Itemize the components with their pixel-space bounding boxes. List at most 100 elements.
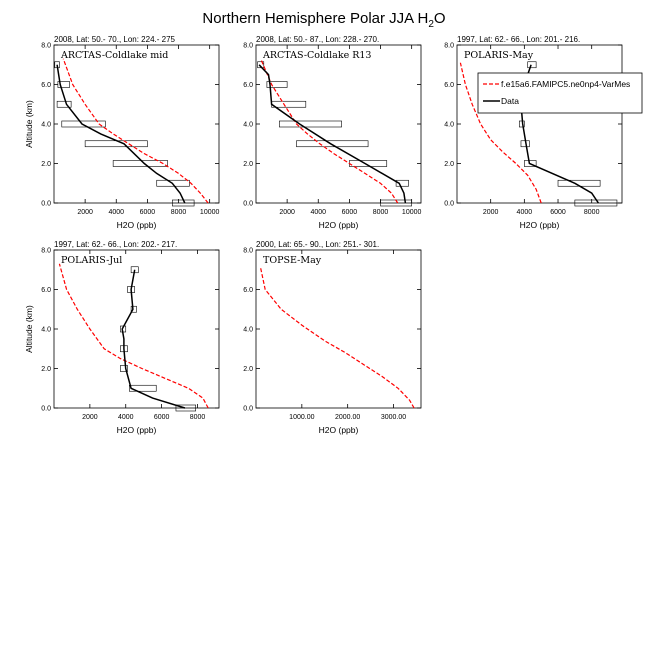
y-tick-label: 2.0	[41, 366, 51, 373]
panel-3: 1997, Lat: 62.- 66., Lon: 201.- 216. POLA…	[444, 35, 623, 230]
obs-range-box	[57, 81, 70, 88]
x-tick-label: 6000	[550, 209, 566, 216]
x-tick-label: 4000	[108, 209, 124, 216]
obs-range-box	[271, 100, 307, 108]
figure-title: Northern Hemisphere Polar JJA H2O	[202, 10, 445, 30]
obs-range-box	[56, 100, 72, 108]
x-axis-label: H2O (ppb)	[319, 220, 359, 230]
y-tick-label: 2.0	[243, 161, 253, 168]
obs-profile-line	[121, 269, 186, 409]
x-tick-label: 4000	[310, 209, 326, 216]
x-tick-label: 3000.00	[381, 414, 406, 421]
y-tick-label: 2.0	[444, 161, 454, 168]
panel-1: 2008, Lat: 50.- 70., Lon: 224.- 275 ARCTA…	[24, 35, 219, 230]
model-profile-line	[260, 267, 415, 409]
y-tick-label: 4.0	[444, 122, 454, 129]
campaign-label: TOPSE-May	[263, 255, 322, 266]
model-profile-line	[62, 58, 209, 204]
plot-frame	[456, 44, 623, 204]
obs-range-box	[84, 140, 148, 148]
y-tick-label: 8.0	[41, 43, 51, 50]
obs-range-box	[175, 404, 196, 412]
x-tick-label: 2000	[279, 209, 295, 216]
x-tick-label: 8000	[190, 414, 206, 421]
plot-frame	[255, 249, 422, 409]
obs-range-box	[61, 120, 106, 128]
obs-profile-line	[56, 64, 186, 204]
model-profile-line	[459, 62, 542, 204]
plot-frame	[53, 44, 220, 204]
plot-frame	[255, 44, 422, 204]
obs-range-box	[130, 305, 137, 313]
figure-title-subscript: 2	[428, 19, 434, 30]
legend: f.e15a6.FAMIPC5.ne0np4-VarMes Data	[477, 72, 643, 114]
obs-range-box	[156, 179, 190, 187]
y-tick-label: 6.0	[243, 287, 253, 294]
obs-range-box	[279, 120, 342, 128]
panel-header: 1997, Lat: 62.- 66., Lon: 201.- 216.	[457, 35, 580, 44]
legend-model-label: f.e15a6.FAMIPC5.ne0np4-VarMes	[501, 79, 630, 89]
panel-5: 2000, Lat: 65.- 90., Lon: 251.- 301. TOPS…	[243, 240, 422, 435]
x-tick-label: 6000	[140, 209, 156, 216]
panel-header: 2000, Lat: 65.- 90., Lon: 251.- 301.	[256, 240, 379, 249]
obs-range-box	[296, 140, 369, 148]
campaign-label: POLARIS-May	[464, 50, 534, 61]
figure-title-main: Northern Hemisphere Polar JJA H	[202, 10, 428, 27]
campaign-label: POLARIS-Jul	[61, 255, 122, 266]
x-tick-label: 4000	[517, 209, 533, 216]
obs-range-box	[257, 61, 265, 69]
y-tick-label: 2.0	[243, 366, 253, 373]
campaign-label: ARCTAS-Coldlake mid	[60, 50, 168, 61]
panel-header: 1997, Lat: 62.- 66., Lon: 202.- 217.	[54, 240, 177, 249]
y-axis-label: Altitude (km)	[24, 100, 34, 148]
y-tick-label: 4.0	[41, 327, 51, 334]
legend-box	[477, 72, 643, 114]
obs-range-box	[129, 384, 157, 392]
y-tick-label: 0.0	[444, 201, 454, 208]
x-tick-label: 2000.00	[335, 414, 360, 421]
y-tick-label: 4.0	[41, 122, 51, 129]
x-tick-label: 2000	[483, 209, 499, 216]
x-axis-label: H2O (ppb)	[117, 220, 157, 230]
y-tick-label: 0.0	[243, 201, 253, 208]
panel-4: 1997, Lat: 62.- 66., Lon: 202.- 217. POLA…	[24, 240, 220, 435]
y-tick-label: 0.0	[41, 201, 51, 208]
panel-header: 2008, Lat: 50.- 87., Lon: 228.- 270.	[256, 35, 379, 44]
y-tick-label: 4.0	[243, 327, 253, 334]
y-tick-label: 6.0	[41, 287, 51, 294]
x-tick-label: 10000	[200, 209, 220, 216]
panel-grid: 2008, Lat: 50.- 70., Lon: 224.- 275 ARCTA…	[24, 35, 623, 435]
y-tick-label: 0.0	[243, 406, 253, 413]
figure-title-end: O	[434, 10, 446, 27]
x-tick-label: 8000	[171, 209, 187, 216]
y-tick-label: 0.0	[41, 406, 51, 413]
x-tick-label: 8000	[373, 209, 389, 216]
y-tick-label: 6.0	[444, 82, 454, 89]
x-tick-label: 4000	[118, 414, 134, 421]
legend-data-label: Data	[501, 96, 519, 106]
x-tick-label: 6000	[154, 414, 170, 421]
obs-range-box	[112, 160, 168, 167]
model-profile-line	[260, 58, 399, 204]
obs-profile-line	[258, 64, 407, 204]
x-tick-label: 1000.00	[289, 414, 314, 421]
obs-range-box	[527, 61, 537, 69]
y-tick-label: 8.0	[243, 248, 253, 255]
obs-range-box	[395, 179, 409, 187]
obs-range-box	[524, 160, 537, 167]
x-tick-label: 8000	[584, 209, 600, 216]
y-tick-label: 8.0	[444, 43, 454, 50]
obs-range-box	[266, 81, 288, 88]
model-profile-line	[58, 263, 209, 409]
x-tick-label: 2000	[77, 209, 93, 216]
panel-2: 2008, Lat: 50.- 87., Lon: 228.- 270. ARCT…	[243, 35, 421, 230]
y-tick-label: 2.0	[41, 161, 51, 168]
obs-range-box	[120, 365, 128, 372]
x-axis-label: H2O (ppb)	[520, 220, 560, 230]
y-tick-label: 6.0	[243, 82, 253, 89]
x-axis-label: H2O (ppb)	[319, 425, 359, 435]
x-tick-label: 2000	[82, 414, 98, 421]
plot-frame	[53, 249, 220, 409]
y-tick-label: 6.0	[41, 82, 51, 89]
